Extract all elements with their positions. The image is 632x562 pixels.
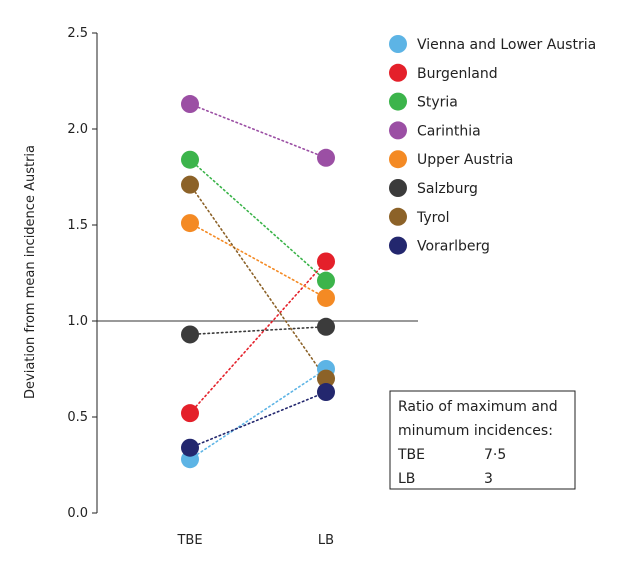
ratio-box-title-line2: minumum incidences: [398,423,553,439]
y-tick-label: 2.0 [67,122,88,137]
series-connector [189,158,327,282]
data-point [181,175,199,194]
y-axis: 0.0 0.5 1.0 1.5 2.0 2.5 [67,26,98,521]
ratio-row-value: 7·5 [484,447,506,463]
data-point [317,383,335,402]
legend-marker [389,179,407,197]
x-tick-label: TBE [176,533,202,548]
ratio-row-label: TBE [397,447,425,463]
data-point [181,214,199,233]
data-point [181,95,199,114]
legend-label: Salzburg [417,181,478,197]
x-axis-labels: TBE LB [176,533,334,548]
data-point [181,150,199,169]
series-connector [189,260,327,414]
legend-marker [389,236,407,255]
ratio-box: Ratio of maximum and minumum incidences: T… [389,390,576,490]
legend: Vienna and Lower Austria Burgenland Styria… [389,35,596,255]
series-connector [189,183,327,380]
ratio-row-label: LB [398,471,415,487]
series-connector [189,222,327,299]
series-connector [189,391,327,449]
data-point [317,271,335,290]
legend-marker [389,207,407,226]
y-tick-label: 1.5 [67,218,88,233]
series-connector [189,368,327,461]
data-point [181,325,199,344]
legend-label: Carinthia [417,123,481,139]
legend-marker [389,63,407,82]
y-tick-label: 0.0 [67,506,88,521]
ratio-box-frame [389,390,576,490]
y-tick-label: 1.0 [67,314,88,329]
x-tick-label: LB [318,533,334,548]
data-point [317,369,335,388]
series-connector [189,103,327,159]
legend-marker [389,92,407,111]
y-tick-label: 2.5 [67,26,88,41]
data-point [317,252,335,271]
legend-marker [389,121,407,140]
legend-label: Vorarlberg [417,239,490,255]
ratio-row-value: 3 [484,471,493,487]
point-layer [181,95,335,469]
legend-label: Styria [417,95,458,111]
connector-layer [189,103,327,461]
legend-label: Vienna and Lower Austria [417,37,596,53]
data-point [181,404,199,423]
data-point [317,288,335,307]
data-point [317,317,335,336]
y-tick-label: 0.5 [67,410,88,425]
legend-label: Upper Austria [417,152,513,168]
data-point [181,438,199,457]
legend-marker [389,150,407,169]
ratio-box-title-line1: Ratio of maximum and [398,399,558,415]
data-point [317,148,335,167]
legend-label: Tyrol [416,210,450,226]
series-connector [189,325,327,336]
legend-label: Burgenland [417,66,498,82]
y-axis-title: Deviation from mean incidence Austria [23,145,38,399]
legend-marker [389,35,407,53]
